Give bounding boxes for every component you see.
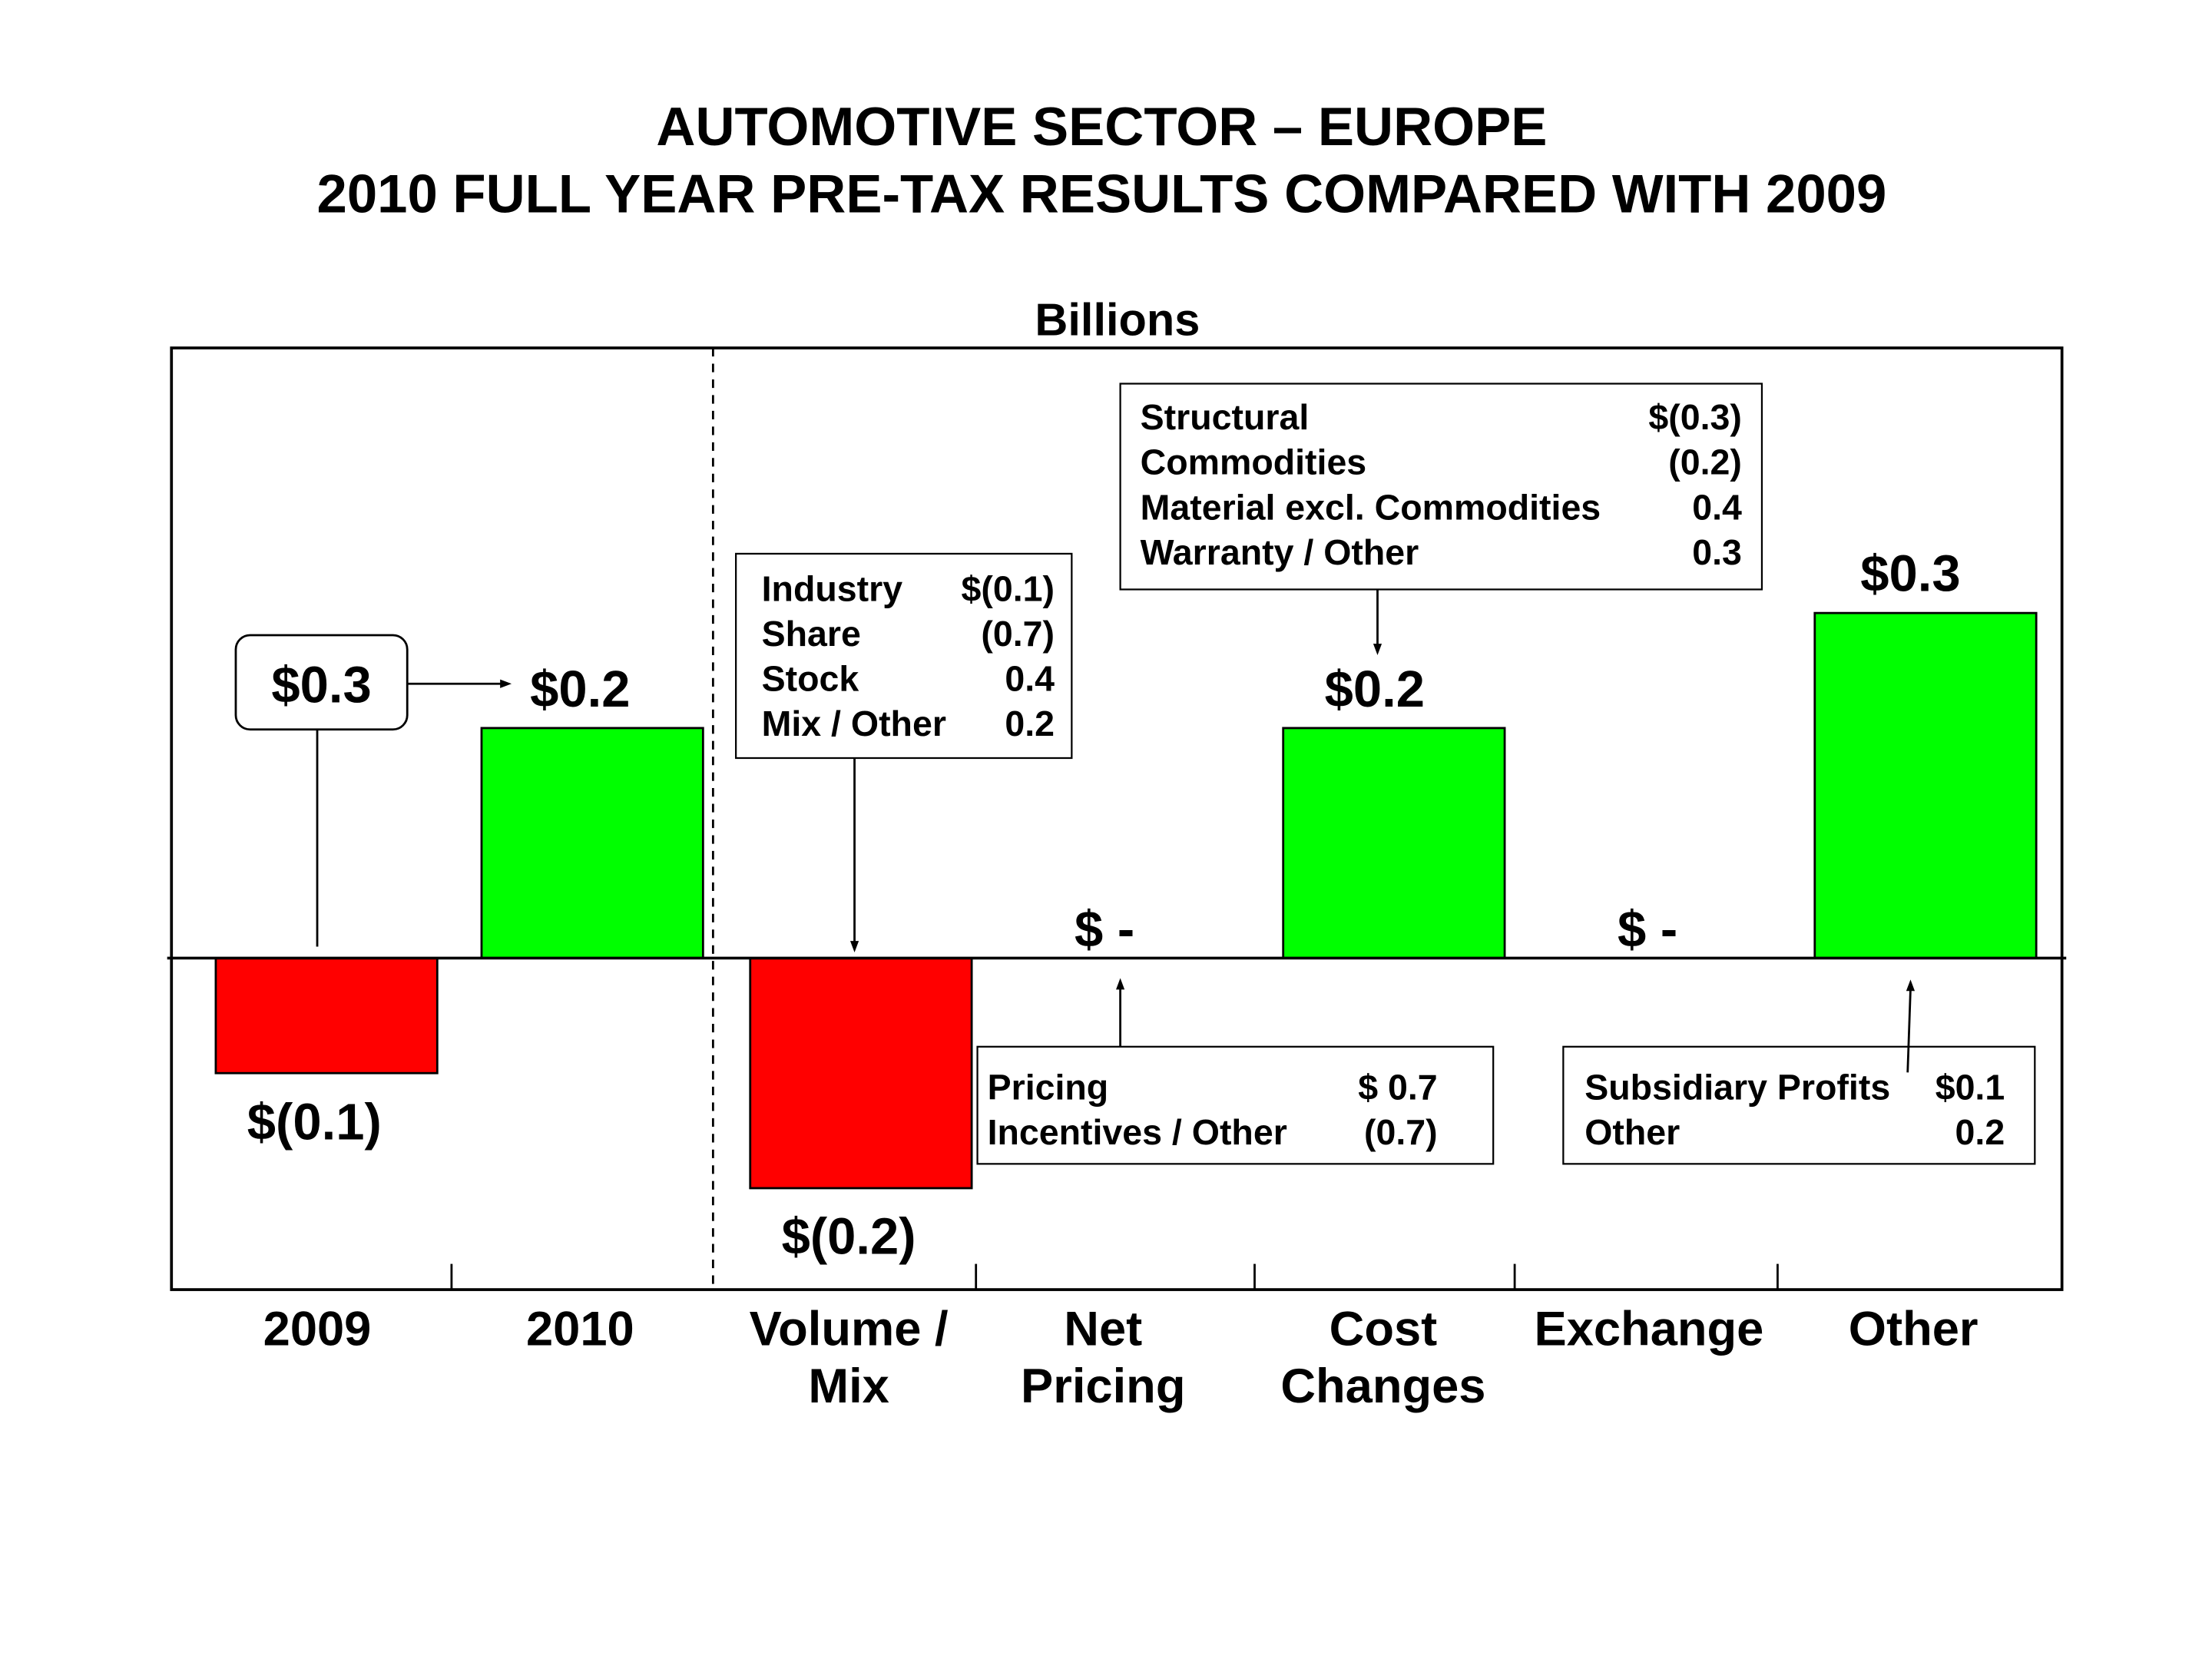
breakdown-other: Subsidiary Profits $0.1 Other 0.2 [1562,1045,2036,1165]
arrow-head-icon [1116,978,1125,990]
breakdown-item-label: Commodities [1141,442,1367,482]
breakdown-item-value: 0.4 [1692,487,1742,527]
x-axis-ticks [450,1263,1779,1290]
breakdown-box [1562,1045,2036,1165]
bars [214,611,2038,1190]
breakdown-item-label: Mix / Other [762,704,946,743]
breakdown-item-value: 0.2 [1005,704,1055,743]
breakdown-box [1119,382,1763,591]
breakdown-item-label: Subsidiary Profits [1584,1068,1890,1108]
category-label: Mix [808,1359,889,1413]
bar-1 [480,727,704,959]
arrow-head-icon [849,941,859,952]
breakdown-item-label: Incentives / Other [988,1112,1287,1152]
callout-2009-value: $0.3 [271,656,371,714]
callout-2009-box [234,634,409,731]
value-label: $0.3 [1860,545,1960,602]
value-label: $ - [1618,901,1677,959]
bar-6 [1813,611,2038,959]
breakdown-volume-mix: Industry $(0.1) Share (0.7) Stock 0.4 Mix / Ot… [735,552,1073,760]
category-label: Pricing [1021,1359,1185,1413]
category-label: Volume / [750,1303,949,1356]
breakdown-box [735,552,1073,760]
breakdown-item-label: Stock [762,659,859,699]
value-label: $(0.2) [782,1208,916,1266]
category-label: 2010 [526,1303,634,1356]
breakdown-item-label: Industry [762,568,903,608]
arrow-head-icon [1373,644,1382,656]
breakdown-item-label: Share [762,614,861,654]
breakdown-item-value: $ 0.7 [1358,1068,1437,1108]
plot-frame [170,346,2064,1291]
breakdown-item-value: (0.7) [981,614,1055,654]
y-axis-unit-label: Billions [1035,293,1200,345]
value-label: $(0.1) [247,1094,382,1151]
breakdown-net-pricing: Pricing $ 0.7 Incentives / Other (0.7) [976,1045,1495,1165]
breakdown-item-value: $(0.3) [1648,397,1741,437]
chart-title-line1: AUTOMOTIVE SECTOR – EUROPE [656,96,1547,157]
arrow-head-icon [500,679,512,688]
category-label: Other [1849,1303,1979,1356]
other-callout-arrow [1906,989,1912,1073]
category-label: Net [1064,1303,1142,1356]
breakdown-item-value: $(0.1) [962,568,1055,608]
value-labels: $(0.1) $0.2 $(0.2) $ - $0.2 $ - $0.3 [247,545,1961,1265]
breakdown-cost-changes: Structural $(0.3) Commodities (0.2) Material… [1119,382,1763,591]
breakdown-item-label: Warranty / Other [1141,532,1419,572]
category-label: 2009 [263,1303,372,1356]
breakdown-item-label: Pricing [988,1068,1109,1108]
breakdown-item-value: 0.2 [1955,1112,2005,1152]
breakdown-item-label: Structural [1141,397,1310,437]
breakdown-item-value: 0.4 [1005,659,1055,699]
value-label: $ - [1075,901,1134,959]
breakdown-box [976,1045,1495,1165]
value-label: $0.2 [530,661,630,718]
chart-title-line2: 2010 FULL YEAR PRE-TAX RESULTS COMPARED … [317,163,1887,224]
bar-4 [1282,727,1506,959]
bar-0 [214,957,439,1075]
bar-2 [749,957,973,1190]
breakdown-item-value: 0.3 [1692,532,1742,572]
breakdown-item-value: (0.2) [1668,442,1742,482]
arrow-head-icon [1906,979,1916,992]
value-label: $0.2 [1325,661,1425,718]
breakdown-item-value: $0.1 [1936,1068,2005,1108]
breakdown-item-label: Other [1584,1112,1680,1152]
category-label: Changes [1280,1359,1485,1413]
breakdown-item-label: Material excl. Commodities [1141,487,1601,527]
breakdown-item-value: (0.7) [1364,1112,1438,1152]
category-label: Exchange [1535,1303,1764,1356]
category-label: Cost [1330,1303,1438,1356]
